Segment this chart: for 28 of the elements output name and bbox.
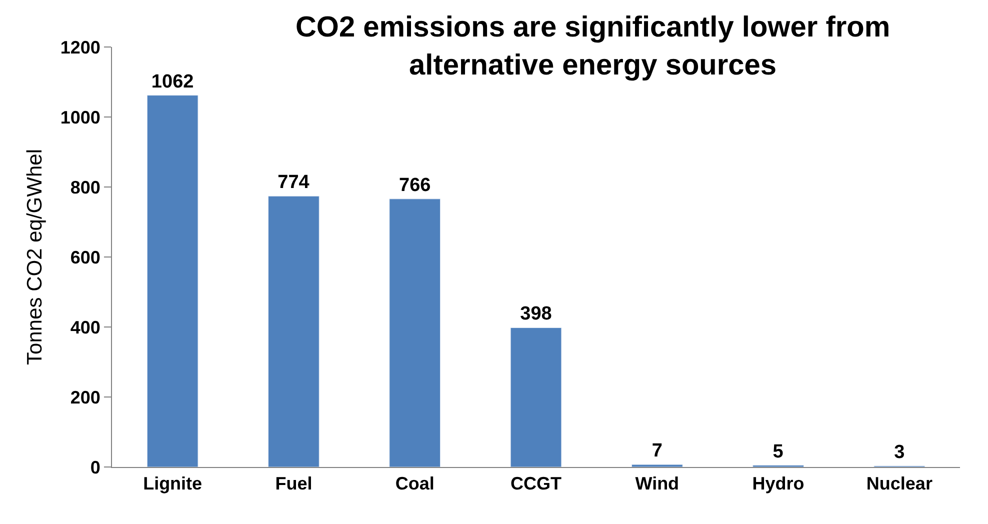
bar: [389, 198, 441, 467]
x-tick-label: Wind: [635, 474, 680, 494]
bar: [268, 196, 320, 467]
y-tick-label: 800: [70, 177, 100, 198]
data-label: 5: [772, 441, 784, 462]
y-tick-label: 1000: [60, 107, 100, 128]
y-tick-label: 200: [70, 387, 100, 408]
y-axis-title: Tonnes CO2 eq/GWhel: [24, 149, 47, 365]
x-tick-label: Hydro: [752, 474, 804, 494]
y-tick-label: 400: [70, 317, 100, 338]
data-label: 3: [894, 442, 905, 463]
y-tick-label: 600: [70, 247, 100, 268]
data-label: 7: [652, 440, 662, 462]
x-tick-label: Fuel: [275, 474, 312, 494]
bar: [146, 95, 198, 467]
x-tick-label: CCGT: [510, 474, 562, 494]
bar: [631, 464, 683, 467]
x-tick-label: Nuclear: [866, 474, 932, 494]
data-label: 774: [278, 172, 310, 194]
x-tick-label: Lignite: [143, 474, 202, 494]
bar: [510, 327, 562, 467]
y-tick-label: 1200: [60, 37, 100, 58]
chart-title: CO2 emissions are significantly lower from alternative energy sources: [295, 12, 890, 82]
data-label: 398: [520, 304, 552, 325]
data-label: 766: [399, 174, 431, 196]
data-label: 1062: [151, 71, 194, 92]
y-tick-label: 0: [90, 457, 100, 478]
x-tick-label: Coal: [395, 474, 434, 494]
